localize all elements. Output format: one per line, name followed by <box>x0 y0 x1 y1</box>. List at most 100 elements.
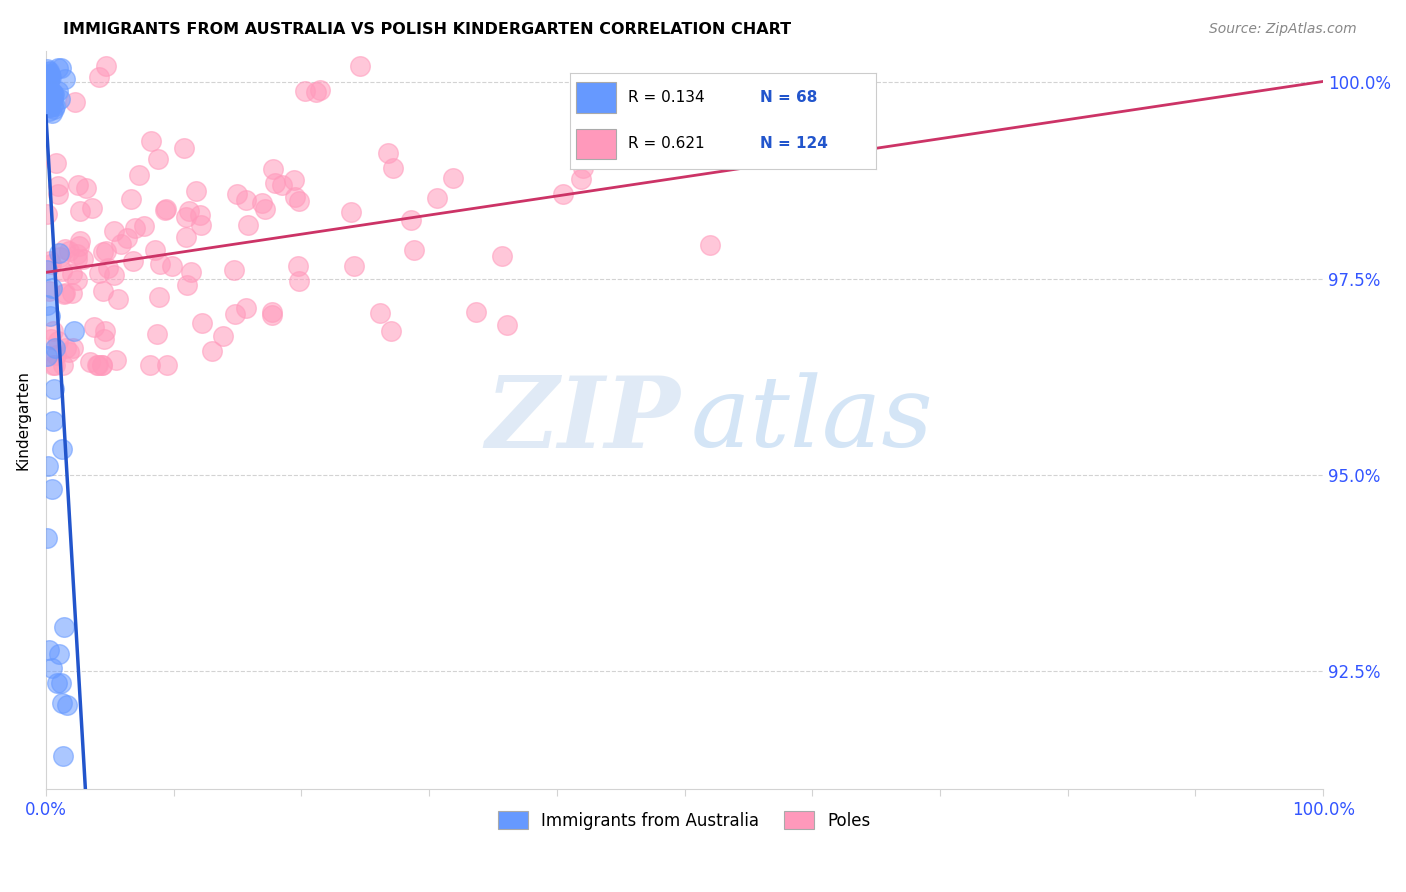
Point <box>49 676 72 690</box>
Point <box>87 70 110 85</box>
Point <box>103 224 125 238</box>
Point <box>426 190 449 204</box>
Point <box>380 324 402 338</box>
Legend: Immigrants from Australia, Poles: Immigrants from Australia, Poles <box>492 805 877 837</box>
Point <box>87 358 110 372</box>
Point <box>139 358 162 372</box>
Point <box>38 63 60 78</box>
Point <box>121 192 143 206</box>
Point <box>37 86 59 100</box>
Point <box>294 84 316 98</box>
Point <box>37 73 59 87</box>
Point <box>190 219 212 233</box>
Point <box>55 341 77 355</box>
Point <box>308 83 330 97</box>
Point <box>569 172 592 186</box>
Point <box>37 298 59 312</box>
Point <box>60 286 83 301</box>
Point <box>42 358 65 372</box>
Point <box>55 71 77 86</box>
Point <box>48 92 70 106</box>
Point <box>156 358 179 372</box>
Point <box>145 326 167 341</box>
Point <box>41 661 63 675</box>
Y-axis label: Kindergarten: Kindergarten <box>15 370 30 470</box>
Point <box>37 531 59 545</box>
Point <box>51 61 73 75</box>
Point <box>399 213 422 227</box>
Point <box>496 318 519 333</box>
Point <box>46 186 69 201</box>
Text: Source: ZipAtlas.com: Source: ZipAtlas.com <box>1209 22 1357 37</box>
Point <box>110 237 132 252</box>
Point <box>179 204 201 219</box>
Point <box>250 195 273 210</box>
Point <box>46 62 69 76</box>
Point <box>60 267 83 281</box>
Point <box>103 268 125 282</box>
Point <box>63 95 86 110</box>
Point <box>180 265 202 279</box>
Point <box>263 177 285 191</box>
Point <box>173 141 195 155</box>
Point <box>41 281 63 295</box>
Point <box>343 259 366 273</box>
Point <box>382 161 405 175</box>
Point <box>262 308 284 322</box>
Point <box>288 274 311 288</box>
Point <box>96 261 118 276</box>
Point <box>44 341 66 355</box>
Point <box>48 245 70 260</box>
Point <box>35 77 58 91</box>
Point <box>37 85 59 99</box>
Point <box>41 98 63 112</box>
Point <box>288 194 311 208</box>
Point <box>464 305 486 319</box>
Point <box>184 185 207 199</box>
Point <box>42 87 65 101</box>
Point <box>83 320 105 334</box>
Point <box>52 358 75 372</box>
Point <box>42 382 65 396</box>
Point <box>58 244 80 259</box>
Point <box>262 162 284 177</box>
Point <box>93 333 115 347</box>
Point <box>39 70 62 84</box>
Point <box>72 252 94 267</box>
Point <box>38 71 60 86</box>
Point <box>42 87 65 101</box>
Point <box>39 95 62 110</box>
Point <box>52 287 75 301</box>
Point <box>236 219 259 233</box>
Point <box>155 202 177 217</box>
Point <box>572 161 595 175</box>
Point <box>87 267 110 281</box>
Point <box>153 202 176 217</box>
Point <box>38 100 60 114</box>
Point <box>86 358 108 372</box>
Point <box>51 696 73 710</box>
Point <box>38 87 60 101</box>
Point <box>201 343 224 358</box>
Point <box>188 208 211 222</box>
Point <box>37 82 59 96</box>
Point <box>63 324 86 338</box>
Point <box>91 284 114 298</box>
Point <box>226 187 249 202</box>
Point <box>37 90 59 104</box>
Point <box>37 64 59 78</box>
Point <box>37 69 59 83</box>
Point <box>222 263 245 277</box>
Point <box>41 85 63 99</box>
Point <box>58 344 80 359</box>
Point <box>37 349 59 363</box>
Point <box>38 91 60 105</box>
Point <box>162 259 184 273</box>
Point <box>176 277 198 292</box>
Point <box>37 459 59 474</box>
Point <box>41 106 63 120</box>
Point <box>66 246 89 260</box>
Point <box>39 254 62 268</box>
Point <box>44 358 66 372</box>
Point <box>149 257 172 271</box>
